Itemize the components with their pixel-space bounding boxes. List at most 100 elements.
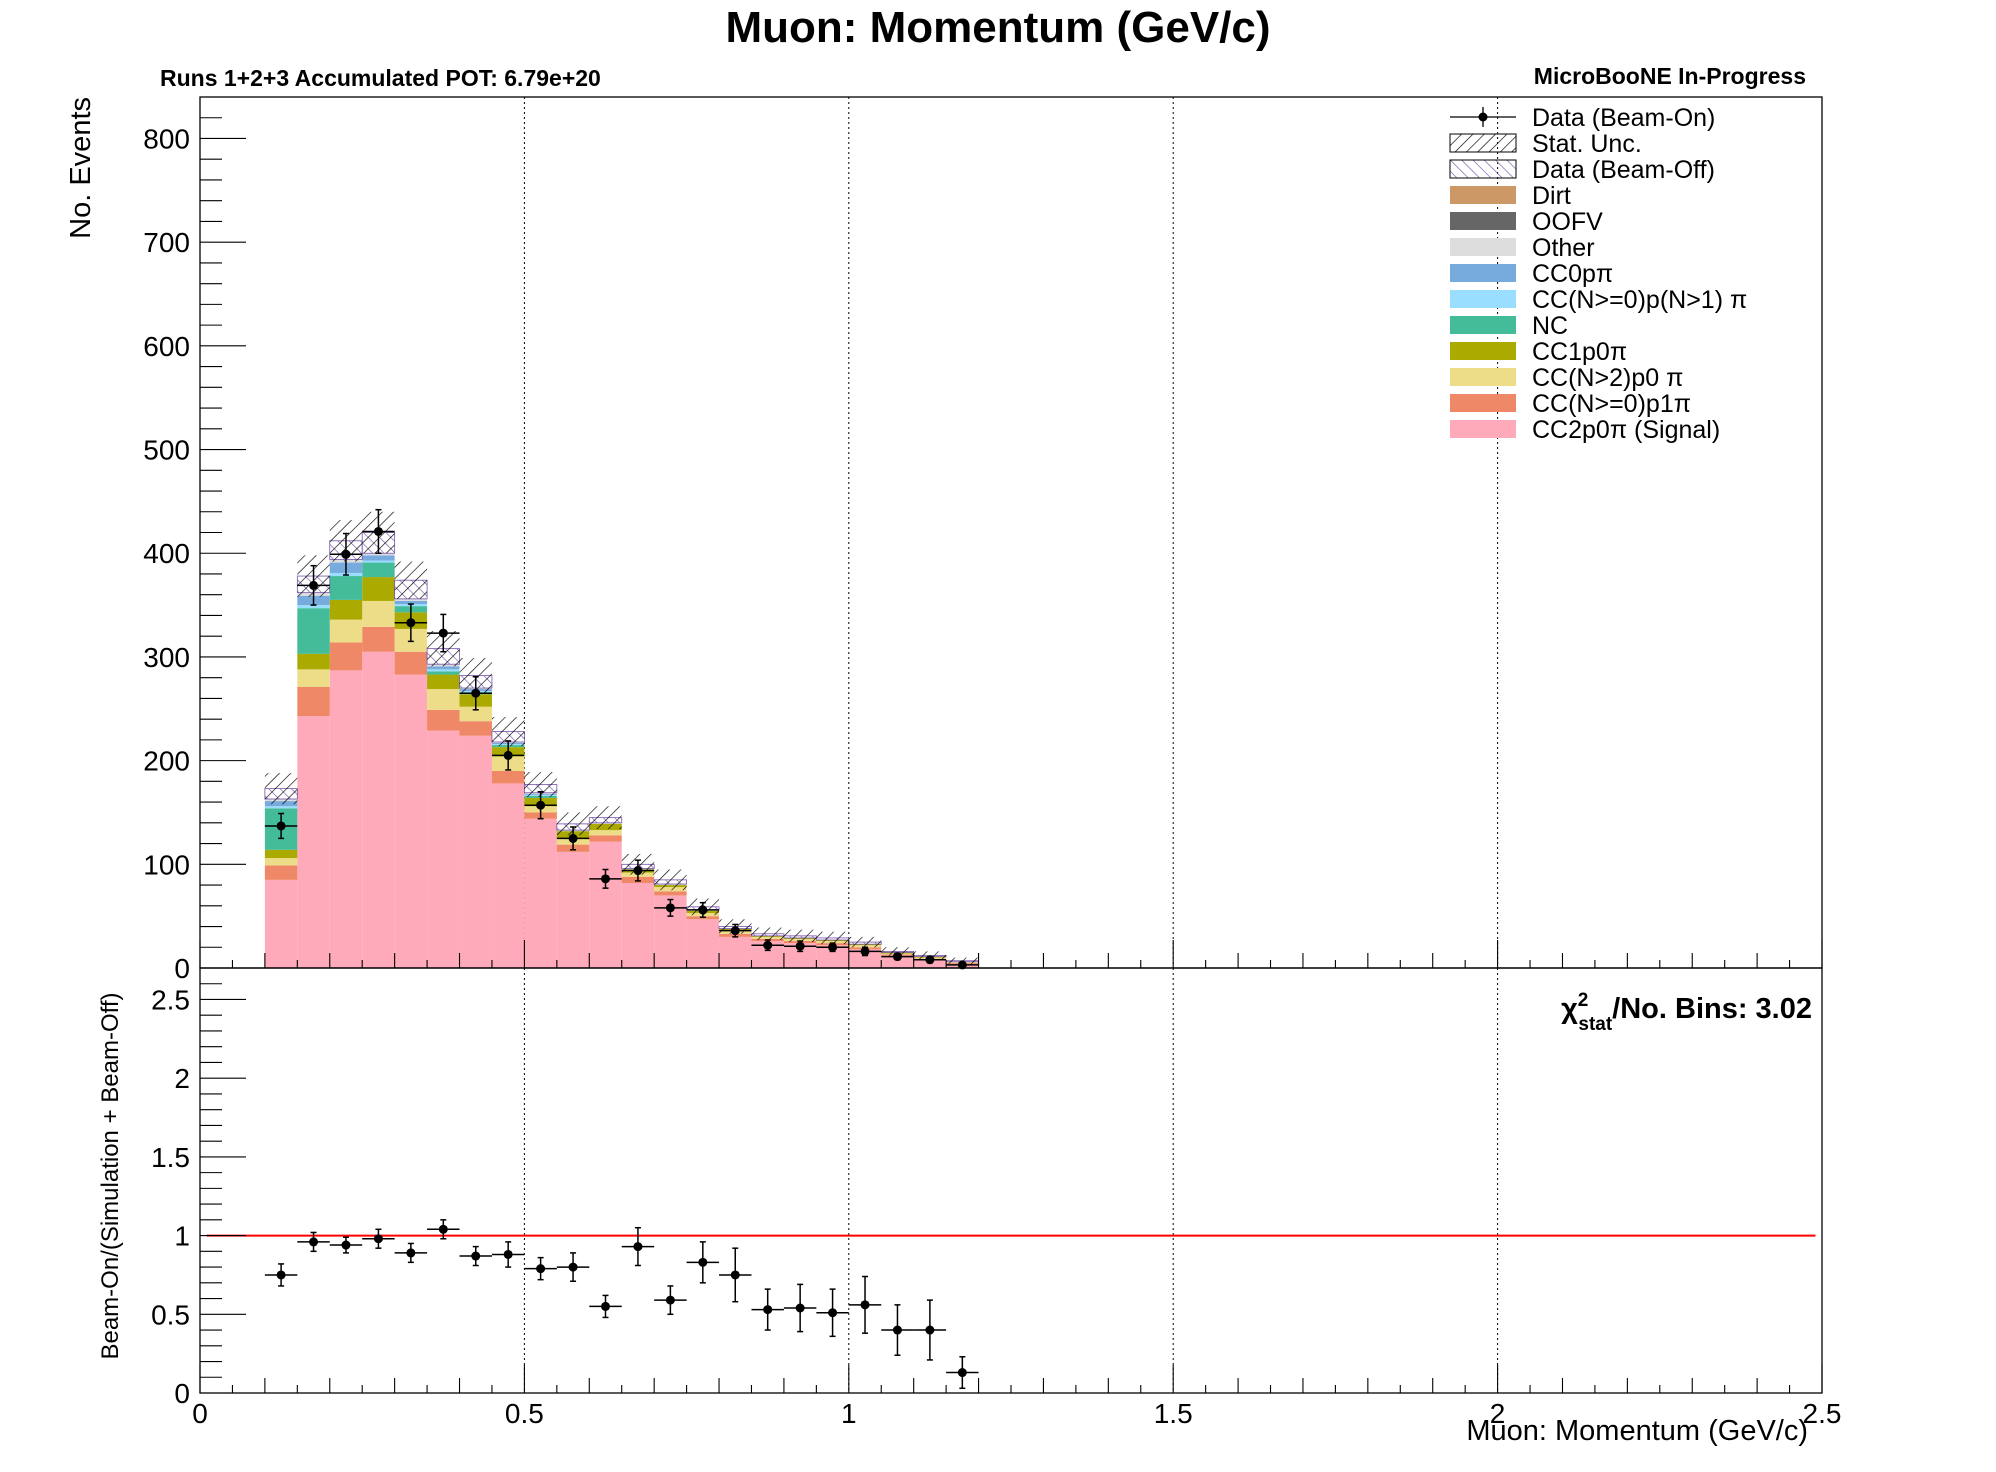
top-panel: 0 100 200 300 400 500 600 700 800 No. Events xyxy=(65,96,1823,984)
data-point xyxy=(471,688,481,698)
stat-unc-band xyxy=(589,806,622,830)
data-point xyxy=(892,952,902,962)
bar xyxy=(427,669,460,672)
legend-label: OOFV xyxy=(1532,208,1603,236)
stat-unc-band xyxy=(881,947,914,956)
data-point xyxy=(438,628,448,638)
y-tick-label: 200 xyxy=(143,746,190,777)
bar xyxy=(621,882,655,968)
legend-swatch xyxy=(1450,212,1516,230)
ratio-y-tick-label: 0.5 xyxy=(151,1299,190,1330)
ratio-point xyxy=(957,1368,967,1378)
ratio-point xyxy=(373,1234,383,1244)
ratio-y-tick-label: 0 xyxy=(174,1378,190,1409)
legend-label: Other xyxy=(1532,234,1595,262)
data-point xyxy=(957,960,967,970)
ratio-point xyxy=(633,1242,643,1252)
stat-unc-band xyxy=(816,931,849,945)
x-tick-label: 0.5 xyxy=(505,1398,544,1429)
ratio-point xyxy=(438,1224,448,1234)
legend-label: NC xyxy=(1532,312,1568,340)
legend-swatch xyxy=(1450,368,1516,386)
x-tick-label: 0 xyxy=(192,1398,208,1429)
ratio-y-tick-label: 2 xyxy=(174,1063,190,1094)
y-tick-label: 800 xyxy=(143,123,190,154)
ratio-point xyxy=(341,1240,351,1250)
bar xyxy=(427,666,460,670)
ratio-point xyxy=(730,1270,740,1280)
legend-label: CC2p0π (Signal) xyxy=(1532,416,1720,444)
bar xyxy=(719,936,752,968)
x-axis-label: Muon: Momentum (GeV/c) xyxy=(1466,1415,1808,1447)
stat-unc-band xyxy=(654,869,687,891)
ratio-point xyxy=(925,1325,935,1335)
bar xyxy=(524,818,557,968)
bar xyxy=(362,626,395,652)
bar xyxy=(297,608,330,654)
bar xyxy=(264,849,298,859)
data-point xyxy=(925,955,935,965)
y-tick-label: 400 xyxy=(143,538,190,569)
ratio-point xyxy=(665,1295,675,1305)
legend-marker xyxy=(1478,112,1488,122)
bar xyxy=(264,879,298,968)
bar xyxy=(394,674,428,968)
bar xyxy=(362,560,395,563)
bar xyxy=(362,562,395,578)
legend-label: CC(N>=0)p1π xyxy=(1532,390,1691,418)
ratio-point xyxy=(601,1301,610,1311)
stat-unc-band xyxy=(783,929,817,943)
bar xyxy=(329,576,363,600)
ratio-point xyxy=(698,1257,708,1267)
bar xyxy=(459,721,492,736)
bar xyxy=(589,841,622,968)
data-point xyxy=(503,750,513,760)
ratio-y-tick-label: 1.5 xyxy=(151,1142,190,1173)
bar xyxy=(459,706,492,722)
x-tick-label: 1 xyxy=(841,1398,857,1429)
stat-unc-band xyxy=(751,927,784,941)
ratio-y-tick-label: 1 xyxy=(174,1221,190,1252)
legend-swatch xyxy=(1450,394,1516,412)
bar xyxy=(362,651,395,968)
bar xyxy=(362,555,395,561)
bar xyxy=(427,671,460,675)
legend-label: Dirt xyxy=(1532,182,1571,210)
pot-label: Runs 1+2+3 Accumulated POT: 6.79e+20 xyxy=(160,65,601,91)
ratio-point xyxy=(795,1303,805,1313)
legend-swatch xyxy=(1450,420,1516,438)
bar xyxy=(264,806,298,809)
y-tick-label: 300 xyxy=(143,642,190,673)
legend-label: Data (Beam-On) xyxy=(1532,104,1715,132)
bar xyxy=(394,600,428,605)
bar xyxy=(264,865,298,880)
data-point xyxy=(309,580,319,590)
bar xyxy=(362,600,395,627)
legend-label: Data (Beam-Off) xyxy=(1532,156,1715,184)
y-tick-label: 500 xyxy=(143,435,190,466)
legend-swatch xyxy=(1450,316,1516,334)
ratio-point xyxy=(568,1262,578,1272)
data-point xyxy=(828,942,838,952)
legend-label: CC(N>=0)p(N>1) π xyxy=(1532,286,1747,314)
data-point xyxy=(341,549,351,559)
bar xyxy=(589,830,622,836)
bar xyxy=(556,851,590,968)
bar xyxy=(264,858,298,866)
data-point xyxy=(406,618,416,628)
bar xyxy=(394,598,428,601)
data-point xyxy=(730,926,740,936)
chart-title: Muon: Momentum (GeV/c) xyxy=(725,3,1270,52)
bar xyxy=(297,669,330,687)
ratio-point xyxy=(309,1237,319,1247)
ratio-point xyxy=(828,1308,838,1318)
chi2-annotation: χ2 stat/No. Bins: 3.02 xyxy=(1561,990,1812,1035)
legend-swatch xyxy=(1450,290,1516,308)
bar xyxy=(848,949,882,968)
data-point xyxy=(763,940,773,950)
data-point xyxy=(536,800,546,810)
stat-unc-band xyxy=(848,936,882,948)
ratio-point xyxy=(503,1249,513,1259)
ratio-panel: 0 0.5 1 1.5 2 2.5 0 0.5 1 1.5 2 2.5 Beam-On/(Simulat… xyxy=(97,967,1841,1447)
bar xyxy=(297,605,330,609)
